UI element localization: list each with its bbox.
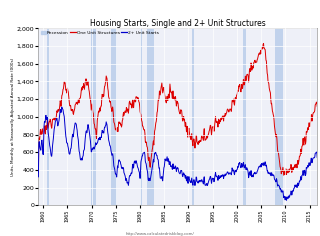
Text: http://www.calculatedriskblog.com/: http://www.calculatedriskblog.com/	[126, 232, 194, 236]
Bar	[147, 28, 154, 205]
Bar	[243, 28, 246, 205]
Bar	[47, 28, 49, 205]
Bar	[192, 28, 194, 205]
Y-axis label: Units, Monthly at Seasonally Adjusted Annual Rate (000s): Units, Monthly at Seasonally Adjusted An…	[11, 58, 15, 176]
Bar	[91, 28, 96, 205]
Bar	[140, 28, 142, 205]
Bar	[111, 28, 117, 205]
Legend: Recession, One Unit Structures, 2+ Unit Starts: Recession, One Unit Structures, 2+ Unit …	[41, 30, 158, 35]
Title: Housing Starts, Single and 2+ Unit Structures: Housing Starts, Single and 2+ Unit Struc…	[90, 19, 266, 28]
Bar	[275, 28, 283, 205]
